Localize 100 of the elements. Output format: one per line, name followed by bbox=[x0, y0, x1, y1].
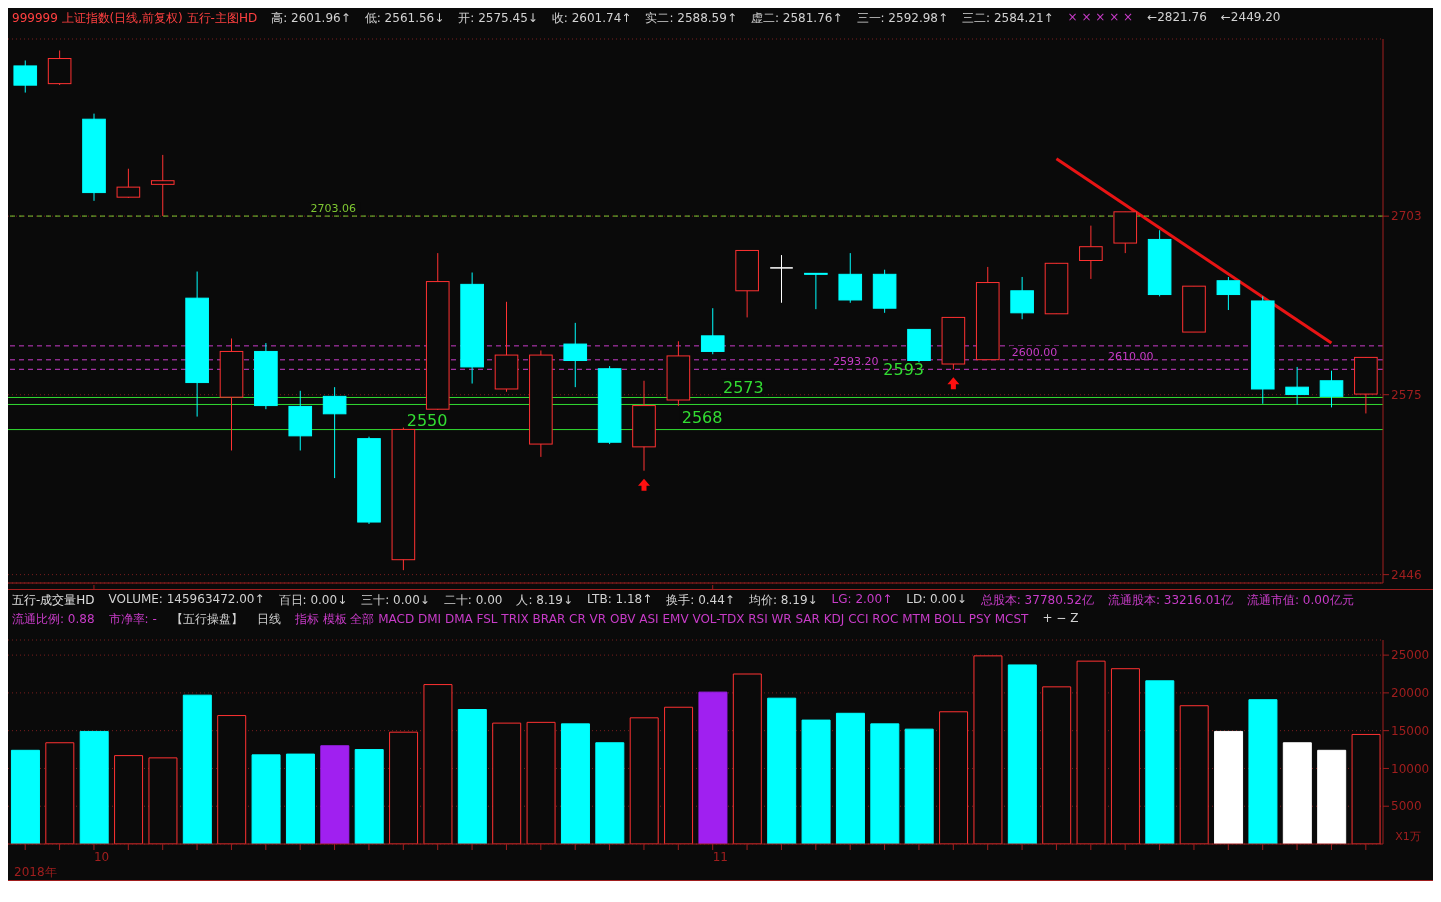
candlestick bbox=[700, 307, 725, 355]
bar bbox=[870, 723, 900, 844]
chart-title: 五行-成交量HD bbox=[12, 592, 95, 609]
text: 收: 2601.74↑ bbox=[551, 10, 632, 27]
text: 三二: 2584.21↑ bbox=[962, 10, 1054, 27]
bar bbox=[1179, 705, 1209, 844]
candlestick bbox=[116, 168, 141, 199]
ref-line-label: 2600.00 bbox=[1011, 345, 1058, 359]
ref-line-label: 2550 bbox=[406, 410, 448, 430]
bar bbox=[148, 757, 178, 844]
bar bbox=[423, 684, 453, 844]
text: 开: 2575.45↓ bbox=[458, 10, 538, 27]
text: 总股本: 37780.52亿 bbox=[980, 592, 1094, 609]
text: × × × × × bbox=[1067, 10, 1134, 26]
text: 流通市值: 0.00亿元 bbox=[1247, 592, 1354, 609]
bar bbox=[973, 655, 1003, 844]
x-tick-label: 11 bbox=[712, 849, 728, 864]
bar bbox=[389, 731, 419, 844]
text: LTB: 1.18↑ bbox=[587, 592, 653, 608]
bar bbox=[939, 711, 969, 844]
text: 低: 2561.56↓ bbox=[364, 10, 445, 27]
text: 二十: 0.00 bbox=[443, 592, 503, 609]
y-tick-label: 2446 bbox=[1391, 567, 1422, 582]
text: 三十: 0.00↓ bbox=[361, 592, 430, 609]
text: VOLUME: 145963472.00↑ bbox=[108, 592, 265, 608]
text: 【五行操盘】 bbox=[170, 611, 243, 628]
bar bbox=[1110, 668, 1140, 844]
candlestick bbox=[1079, 225, 1103, 280]
bar bbox=[629, 717, 659, 844]
bar bbox=[1317, 749, 1347, 844]
bar bbox=[1248, 699, 1278, 844]
candlestick bbox=[1216, 276, 1241, 311]
x-tick-label: 10 bbox=[93, 849, 110, 864]
text: 虚二: 2581.76↑ bbox=[750, 10, 843, 27]
y-axis-title: X1万 bbox=[1395, 830, 1421, 843]
bar bbox=[10, 749, 40, 844]
bar bbox=[217, 715, 247, 844]
text: 人: 8.19↓ bbox=[516, 592, 574, 609]
bar bbox=[1007, 664, 1037, 844]
text: 高: 2601.96↑ bbox=[271, 10, 351, 27]
text: LD: 0.00↓ bbox=[906, 592, 967, 608]
bar bbox=[904, 728, 934, 844]
bar bbox=[698, 691, 728, 844]
text: + − Z bbox=[1042, 611, 1079, 627]
text: 市净率: - bbox=[108, 611, 157, 628]
bar bbox=[732, 673, 762, 844]
ref-line-label: 2703.06 bbox=[310, 202, 356, 216]
bar bbox=[251, 754, 281, 844]
bar bbox=[1351, 733, 1381, 844]
text: 流通比例: 0.88 bbox=[12, 611, 95, 628]
y-tick-label: 20000 bbox=[1391, 686, 1430, 701]
text: 指标 模板 全部 MACD DMI DMA FSL TRIX BRAR CR VR OBV ASI EMV VOL-TDX RSI WR SAR KDJ CCI ROC MTM BOLL PSY MCST bbox=[294, 611, 1029, 628]
ref-line-label: 2573 bbox=[723, 378, 764, 398]
bar bbox=[801, 719, 831, 844]
bar bbox=[320, 745, 350, 844]
y-tick-label: 5000 bbox=[1391, 799, 1422, 814]
y-tick-label: 10000 bbox=[1391, 761, 1430, 776]
bar bbox=[526, 721, 556, 844]
bar bbox=[492, 722, 522, 844]
candlestick bbox=[804, 272, 828, 310]
bar bbox=[114, 755, 144, 844]
text: ←2821.76 bbox=[1147, 10, 1207, 26]
bar bbox=[1145, 680, 1175, 844]
ref-line-label: 2610.00 bbox=[1108, 349, 1154, 363]
y-tick-label: 25000 bbox=[1391, 648, 1430, 663]
candlestick bbox=[563, 322, 588, 388]
bar bbox=[1076, 660, 1106, 844]
bar bbox=[1042, 686, 1072, 844]
text: 流通股本: 33216.01亿 bbox=[1107, 592, 1234, 609]
ref-line-label: 2568 bbox=[681, 408, 723, 428]
candlestick bbox=[1010, 276, 1034, 320]
bar bbox=[79, 730, 109, 844]
bar bbox=[182, 694, 212, 844]
candlestick bbox=[322, 386, 347, 479]
bar bbox=[1214, 730, 1244, 844]
text: 日线 bbox=[256, 611, 281, 628]
candlestick bbox=[1285, 366, 1309, 406]
chart-title: 999999 上证指数(日线,前复权) 五行-主图HD bbox=[12, 10, 258, 27]
bar bbox=[1282, 742, 1312, 844]
ref-line-label: 2593.20 bbox=[833, 355, 879, 369]
text: 百日: 0.00↓ bbox=[278, 592, 348, 609]
bar bbox=[595, 742, 625, 844]
candlestick bbox=[1319, 370, 1344, 408]
annotation: 2593 bbox=[883, 359, 925, 379]
bar bbox=[457, 709, 487, 844]
y-tick-label: 2575 bbox=[1391, 387, 1422, 402]
bar bbox=[835, 712, 865, 844]
candlestick bbox=[150, 154, 175, 217]
x-axis-title: 2018年 bbox=[14, 865, 57, 879]
y-tick-label: 2703 bbox=[1391, 209, 1422, 224]
text: 实二: 2588.59↑ bbox=[645, 10, 737, 27]
text: 均价: 8.19↓ bbox=[748, 592, 818, 609]
bar bbox=[560, 723, 590, 844]
bar bbox=[45, 742, 75, 844]
text: LG: 2.00↑ bbox=[831, 592, 893, 608]
bar bbox=[767, 697, 797, 844]
bar bbox=[354, 749, 384, 844]
bar bbox=[664, 706, 694, 844]
text: ←2449.20 bbox=[1220, 10, 1281, 26]
candlestick bbox=[13, 59, 38, 94]
